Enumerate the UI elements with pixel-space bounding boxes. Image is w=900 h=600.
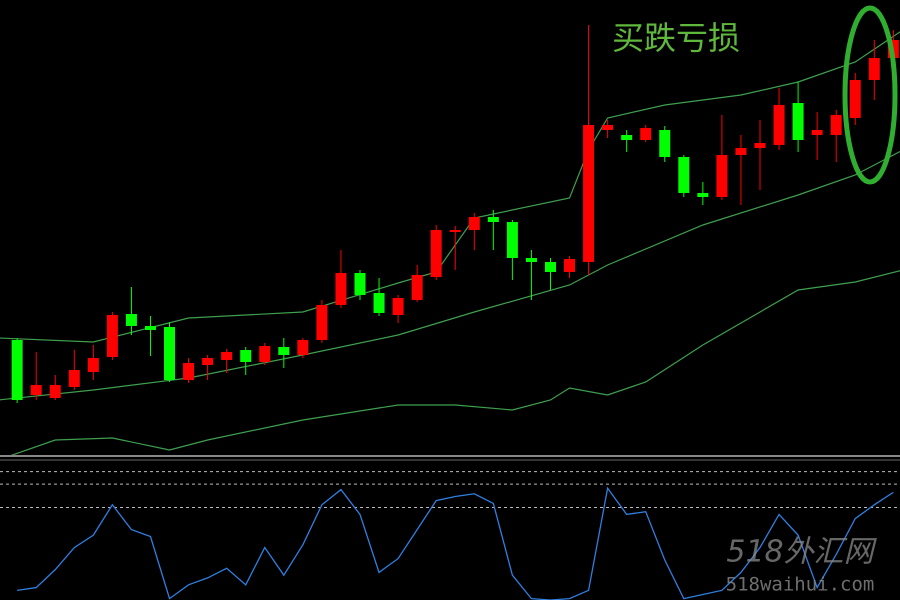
candle-body [202,358,214,365]
candle-body [792,103,804,140]
candle-body [544,262,556,272]
candle-body [468,217,480,230]
candle-body [487,217,499,222]
oscillator-line [17,486,894,600]
candle-body [621,135,633,140]
watermark: 518外汇网 [726,535,877,570]
candle-body [773,105,785,145]
candle-body [564,259,576,272]
candle-body [583,125,595,262]
price-panel [0,25,900,455]
candle-body [373,293,385,313]
candle-body [659,130,671,157]
candle-body [106,315,118,357]
candle-body [849,80,861,118]
band-line [0,31,900,343]
candle-body [240,350,252,362]
candle-body [183,363,195,380]
candle-body [221,352,233,360]
candle-body [49,385,61,398]
candle-body [125,314,137,326]
candle-body [297,340,309,355]
candle-body [716,155,728,197]
candle-body [278,347,290,355]
band-line [10,270,900,455]
candle-body [602,125,614,130]
candle-body [735,148,747,155]
candle-body [430,230,442,277]
candle-body [811,130,823,135]
candle-body [830,115,842,135]
candle-body [335,273,347,305]
candle-body [697,193,709,197]
candle-body [30,385,42,395]
candle-body [640,128,652,140]
candle-body [259,346,271,362]
candle-body [354,273,366,295]
candle-body [316,305,328,340]
highlight-ellipse [842,5,898,185]
watermark-url: 518waihui.com [726,574,875,596]
candle-body [411,275,423,300]
candle-body [525,258,537,262]
candle-body [392,298,404,315]
candle-body [449,230,461,232]
candle-body [868,58,880,80]
candle-body [754,143,766,148]
oscillator-panel [0,471,900,600]
candle-body [11,340,23,400]
candle-body [144,326,156,330]
candle-body [87,358,99,372]
candle-body [506,222,518,258]
candle-body [68,370,80,387]
candle-body [678,157,690,193]
annotation-title: 买跌亏损 [612,19,740,57]
candle-body [164,327,176,380]
